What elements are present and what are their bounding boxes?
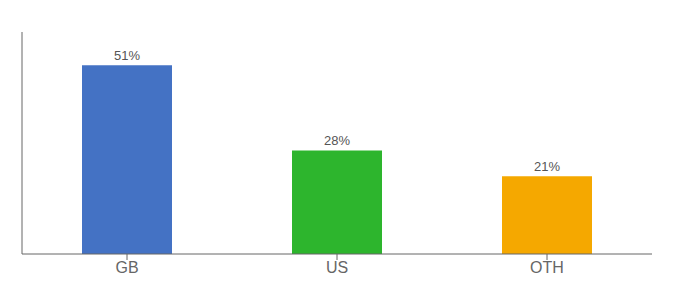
svg-text:US: US	[326, 259, 348, 276]
svg-text:OTH: OTH	[530, 259, 564, 276]
svg-text:28%: 28%	[324, 133, 350, 148]
svg-text:GB: GB	[115, 259, 138, 276]
svg-text:21%: 21%	[534, 159, 560, 174]
svg-text:51%: 51%	[114, 48, 140, 63]
